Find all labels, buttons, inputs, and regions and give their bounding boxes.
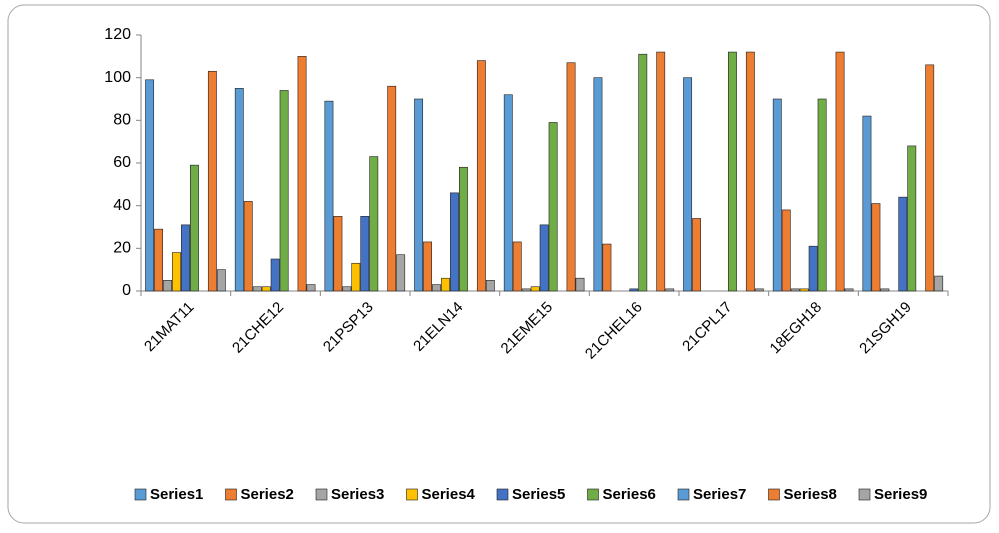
chart-border	[7, 4, 991, 524]
legend-label: Series4	[422, 486, 476, 503]
bar	[907, 145, 917, 292]
bar	[351, 262, 361, 292]
bar	[154, 228, 163, 292]
bar	[566, 62, 576, 292]
bar	[871, 203, 881, 292]
y-tick-label: 0	[122, 282, 131, 299]
legend-label: Series7	[693, 486, 746, 503]
bar	[862, 115, 872, 292]
bar	[548, 122, 558, 292]
legend-label: Series8	[784, 486, 837, 503]
bar	[441, 277, 450, 292]
bar	[163, 280, 172, 292]
bar	[925, 64, 935, 292]
bar	[207, 70, 217, 292]
bar	[261, 286, 271, 292]
y-tick-label: 80	[113, 112, 131, 129]
legend-swatch	[768, 488, 780, 501]
bar	[808, 245, 818, 292]
bar	[190, 164, 199, 292]
bar	[476, 60, 486, 292]
bar	[145, 79, 155, 292]
bar	[503, 94, 513, 292]
legend-swatch	[225, 488, 237, 501]
y-tick-label: 40	[113, 197, 131, 214]
bar	[432, 284, 441, 292]
bar	[234, 88, 244, 292]
legend-swatch	[496, 488, 509, 501]
bar	[342, 286, 352, 292]
bar	[333, 216, 343, 292]
bar	[754, 288, 764, 292]
bar	[844, 288, 854, 292]
legend-swatch	[587, 488, 599, 501]
legend-swatch	[858, 488, 871, 501]
bar	[665, 288, 675, 292]
legend-label: Series9	[874, 486, 927, 503]
bar	[459, 166, 468, 292]
bar	[530, 286, 540, 292]
legend-label: Series6	[603, 486, 656, 503]
legend-swatch	[134, 488, 147, 501]
bar	[369, 156, 379, 292]
y-tick-label: 60	[113, 154, 131, 171]
bar	[817, 98, 827, 292]
bar	[172, 252, 181, 292]
bar	[539, 224, 549, 292]
bar	[216, 269, 226, 292]
bar	[279, 90, 289, 292]
bar	[656, 51, 666, 292]
bar	[521, 288, 531, 292]
bar	[835, 51, 845, 292]
legend-label: Series1	[150, 486, 203, 503]
bar	[450, 192, 459, 292]
bar	[297, 56, 307, 292]
bar	[306, 284, 316, 292]
bar	[781, 209, 791, 292]
bar	[252, 286, 262, 292]
bar	[692, 218, 701, 292]
legend-swatch	[315, 488, 328, 501]
legend-swatch	[406, 488, 418, 501]
bar	[745, 51, 755, 292]
bar	[575, 277, 585, 292]
bar	[772, 98, 782, 292]
bar	[270, 258, 280, 292]
bar	[790, 288, 800, 292]
bar	[638, 53, 648, 292]
bar	[593, 77, 603, 292]
bar	[360, 216, 370, 292]
bar	[387, 85, 397, 292]
bar	[880, 288, 890, 292]
bar	[396, 254, 406, 292]
legend-label: Series5	[512, 486, 565, 503]
bar	[512, 241, 522, 292]
bar	[799, 288, 809, 292]
bar	[485, 280, 495, 292]
bar	[423, 241, 432, 292]
legend-label: Series2	[241, 486, 294, 503]
bar	[629, 288, 639, 292]
bar	[414, 98, 424, 292]
bar	[243, 201, 253, 292]
bar	[934, 275, 944, 292]
bar	[898, 196, 908, 292]
legend-label: Series3	[331, 486, 384, 503]
bar	[324, 100, 334, 292]
bar	[602, 243, 612, 292]
y-tick-label: 20	[113, 240, 131, 257]
y-tick-label: 100	[104, 69, 131, 86]
legend-swatch	[677, 488, 690, 501]
y-tick-label: 120	[104, 26, 131, 43]
bar	[683, 77, 693, 292]
bar	[181, 224, 190, 292]
bar	[728, 51, 737, 292]
